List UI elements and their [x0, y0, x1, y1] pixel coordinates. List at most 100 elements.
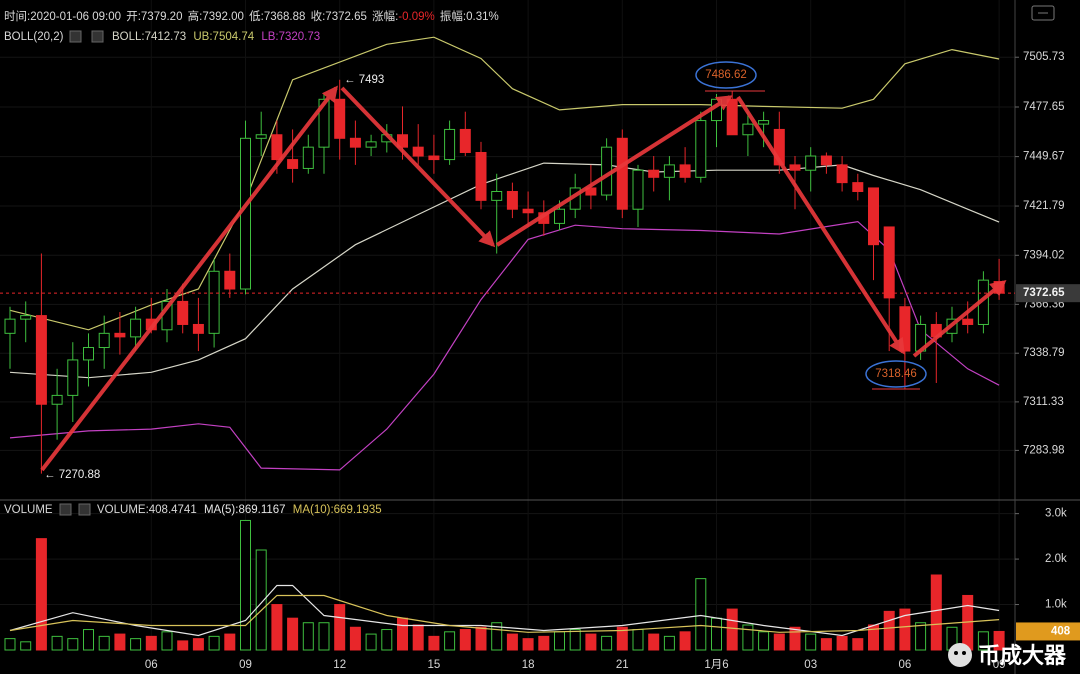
volume-bar: [679, 631, 691, 651]
volume-bar: [83, 629, 94, 651]
last-volume-box: [1016, 622, 1080, 641]
trend-arrow: [912, 279, 1007, 358]
volume-bar: [538, 635, 550, 651]
close-icon[interactable]: [78, 503, 91, 516]
volume-bar: [255, 549, 267, 651]
x-tick-label: 15: [428, 659, 441, 671]
volume-bar: [114, 633, 126, 651]
candle-body: [585, 187, 597, 196]
volume-bar: [915, 622, 927, 651]
volume-bar: [930, 574, 942, 651]
y-tick-label: 7311.33: [1023, 396, 1064, 408]
x-tick-label: 18: [522, 659, 535, 671]
candle-body: [663, 164, 675, 178]
volume-bar: [522, 638, 534, 651]
volume-bar: [883, 610, 895, 651]
info-change-label: 涨幅:: [372, 10, 398, 23]
candle-body: [67, 359, 79, 396]
volume-bar: [773, 633, 785, 651]
candle-body: [192, 323, 204, 334]
volume-bar: [899, 608, 911, 651]
volume-bar: [412, 624, 424, 651]
settings-icon[interactable]: [69, 30, 82, 43]
candle-body: [349, 137, 361, 148]
candle-body: [883, 226, 895, 299]
wechat-icon: [948, 643, 972, 667]
x-tick-label: 1月6: [704, 659, 728, 671]
volume-bar: [145, 635, 157, 651]
volume-bar: [491, 622, 503, 651]
last-price-box: [1016, 284, 1080, 303]
candle-body: [554, 208, 565, 224]
candle-body: [459, 128, 471, 153]
volume-bar: [805, 633, 817, 651]
candle-body: [962, 318, 974, 325]
price-annotation: 7318.46: [875, 368, 917, 380]
candle-body: [114, 332, 126, 338]
info-close: 收:7372.65: [311, 9, 367, 23]
y-tick-label: 3.0k: [1045, 508, 1067, 520]
volume-bar: [711, 617, 722, 651]
trend-arrows: [40, 85, 1007, 472]
volume-bar: [318, 622, 330, 651]
candle-body: [852, 182, 864, 192]
indicator-line: [9, 162, 1000, 379]
last-price-label: 7372.65: [1023, 287, 1065, 299]
y-tick-label: 7283.98: [1023, 444, 1065, 456]
y-tick-label: 7421.79: [1023, 200, 1065, 212]
window-icon[interactable]: [1031, 5, 1055, 21]
candle-body: [820, 155, 832, 166]
volume-bar: [240, 519, 251, 651]
candle-body: [522, 208, 534, 214]
boll-legend-title: BOLL(20,2): [4, 31, 64, 43]
volume-bar: [616, 626, 628, 651]
volume-bar: [67, 638, 79, 651]
volume-bar: [130, 638, 142, 651]
volume-bar: [334, 604, 346, 651]
volume-bar: [758, 631, 770, 651]
volume-bar: [98, 635, 110, 651]
wechat-icon-eye: [954, 651, 958, 655]
legend-volume: VOLUME:408.4741: [97, 504, 197, 516]
y-tick-label: 7338.79: [1023, 347, 1065, 359]
volume-bar: [852, 638, 864, 651]
candle-body: [475, 151, 487, 201]
info-change: -0.09%: [398, 11, 434, 23]
volume-bar: [695, 578, 707, 651]
volume-bar: [993, 630, 1005, 651]
candle-body: [648, 169, 660, 178]
candle-body: [334, 98, 346, 139]
candle-body: [83, 347, 94, 361]
volume-bar: [554, 631, 565, 651]
candle-body: [695, 120, 707, 178]
info-high: 高:7392.00: [188, 9, 244, 23]
trend-arrow: [495, 95, 733, 247]
candle-body: [240, 137, 251, 290]
info-time: 时间:2020-01-06 09:00: [4, 10, 121, 23]
settings-icon[interactable]: [59, 503, 72, 516]
volume-bar: [365, 633, 377, 651]
trend-arrow: [40, 85, 338, 472]
volume-bar: [648, 633, 660, 651]
candle-body: [287, 159, 299, 169]
y-tick-label: 7505.73: [1023, 51, 1065, 63]
trend-arrow: [340, 86, 496, 248]
volume-bar: [977, 631, 989, 651]
volume-bar: [35, 538, 47, 651]
y-tick-label: 2.0k: [1045, 553, 1067, 565]
volume-bar: [569, 629, 581, 651]
y-tick-label: 7449.67: [1023, 151, 1065, 163]
volume-bar: [742, 624, 754, 651]
volume-bar: [177, 640, 189, 651]
volume-bar: [51, 635, 63, 651]
candle-body: [35, 315, 47, 405]
volume-bar: [428, 635, 440, 651]
info-open: 开:7379.20: [126, 11, 182, 23]
volume-bar: [726, 608, 738, 651]
x-tick-label: 09: [239, 659, 252, 671]
info-amplitude: 振幅:0.31%: [440, 9, 499, 23]
candle-body: [742, 123, 754, 136]
candle-body: [491, 190, 503, 201]
volume-bar: [302, 622, 314, 651]
close-icon[interactable]: [91, 30, 104, 43]
